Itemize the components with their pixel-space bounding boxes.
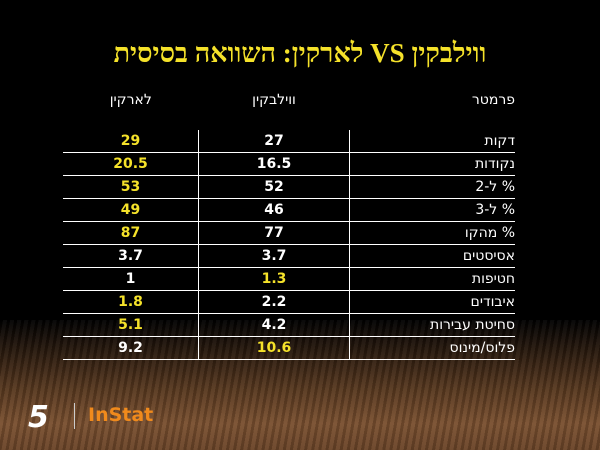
parameter-cell: חטיפות (349, 267, 515, 291)
larkin-value: 29 (63, 130, 199, 153)
table-row: % ל-2 52 53 (63, 175, 515, 199)
table-row: פלוס/מינוס 10.6 9.2 (63, 336, 515, 360)
larkin-value: 1 (63, 267, 199, 291)
wilbekin-value: 46 (198, 198, 350, 222)
instat-logo: InStat (88, 404, 154, 426)
sport5-logo: 5 (28, 400, 49, 435)
larkin-value: 87 (63, 221, 199, 245)
larkin-value: 53 (63, 175, 199, 199)
parameter-cell: דקות (349, 130, 515, 153)
parameter-cell: % ל-2 (349, 175, 515, 199)
table-row: סחיטת עבירות 4.2 5.1 (63, 313, 515, 337)
table-row: חטיפות 1.3 1 (63, 267, 515, 291)
wilbekin-value: 16.5 (198, 152, 350, 176)
larkin-value: 9.2 (63, 336, 199, 360)
wilbekin-value: 52 (198, 175, 350, 199)
parameter-cell: % מהקו (349, 221, 515, 245)
parameter-cell: פלוס/מינוס (349, 336, 515, 360)
table-row: % ל-3 46 49 (63, 198, 515, 222)
larkin-value: 1.8 (63, 290, 199, 314)
larkin-value: 5.1 (63, 313, 199, 337)
table-row: דקות 27 29 (63, 130, 515, 153)
header-wilbekin: ווילבקין (252, 92, 296, 108)
wilbekin-value: 4.2 (198, 313, 350, 337)
wilbekin-value: 10.6 (198, 336, 350, 360)
larkin-value: 49 (63, 198, 199, 222)
logo-divider (74, 403, 75, 429)
parameter-cell: נקודות (349, 152, 515, 176)
header-parameter: פרמטר (471, 92, 515, 108)
table-row: איבודים 2.2 1.8 (63, 290, 515, 314)
larkin-value: 20.5 (63, 152, 199, 176)
larkin-value: 3.7 (63, 244, 199, 268)
table-row: נקודות 16.5 20.5 (63, 152, 515, 176)
wilbekin-value: 27 (198, 130, 350, 153)
parameter-cell: איבודים (349, 290, 515, 314)
table-row: אסיסטים 3.7 3.7 (63, 244, 515, 268)
parameter-cell: סחיטת עבירות (349, 313, 515, 337)
wilbekin-value: 2.2 (198, 290, 350, 314)
header-larkin: לארקין (109, 92, 152, 108)
comparison-table: פרמטר ווילבקין לארקין דקות 27 29 נקודות 16.5… (63, 92, 515, 360)
table-row: % מהקו 77 87 (63, 221, 515, 245)
wilbekin-value: 77 (198, 221, 350, 245)
wilbekin-value: 3.7 (198, 244, 350, 268)
page-title: ווילבקין VS לארקין: השוואה בסיסית (113, 38, 487, 68)
parameter-cell: % ל-3 (349, 198, 515, 222)
wilbekin-value: 1.3 (198, 267, 350, 291)
parameter-cell: אסיסטים (349, 244, 515, 268)
